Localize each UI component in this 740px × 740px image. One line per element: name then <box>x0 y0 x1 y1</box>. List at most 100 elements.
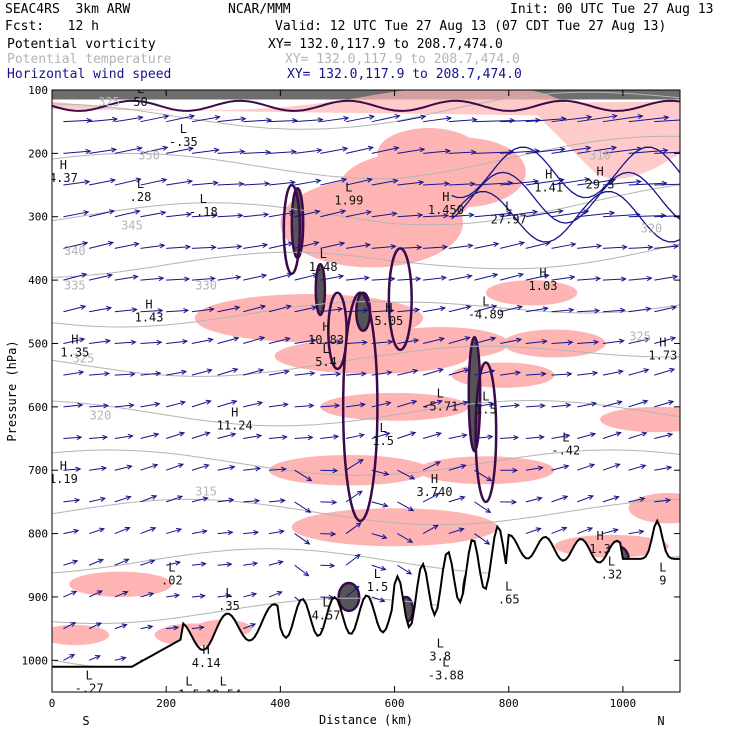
wind-vector <box>294 403 315 409</box>
wind-vector-head <box>283 369 290 375</box>
wind-vector-head <box>536 496 543 502</box>
wind-vector <box>602 528 619 535</box>
wind-vector-shaft <box>371 533 387 539</box>
wind-vector-shaft <box>602 148 642 154</box>
wind-vector <box>320 499 338 505</box>
wind-vector-shaft <box>140 625 153 630</box>
wind-vector-shaft <box>345 277 369 281</box>
wind-vector-shaft <box>654 337 676 344</box>
wind-vector-head <box>147 624 154 630</box>
y-tick-label: 300 <box>28 211 48 224</box>
wind-vector-shaft <box>474 533 490 545</box>
wind-vector <box>217 432 237 440</box>
extremum-value: -.35 <box>169 135 198 149</box>
wind-vector-head <box>514 402 521 409</box>
wind-vector-head <box>251 592 258 598</box>
wind-vector-shaft <box>114 243 139 249</box>
wind-vector-shaft <box>268 151 296 154</box>
wind-vector-shaft <box>628 338 650 344</box>
wind-vector-shaft <box>243 337 265 344</box>
wind-vector-head <box>439 306 447 312</box>
wind-vector-shaft <box>551 495 568 503</box>
wind-vector-head <box>358 433 365 439</box>
wind-vector-shaft <box>628 497 645 503</box>
wind-vector-shaft <box>63 211 89 218</box>
wind-vector-shaft <box>371 432 390 440</box>
wind-vector <box>166 307 190 314</box>
wind-vector <box>422 431 442 440</box>
wind-vector-shaft <box>577 341 599 344</box>
wind-vector-shaft <box>268 273 292 281</box>
wind-vector <box>63 654 76 661</box>
wind-vector-head <box>409 474 416 480</box>
wind-vector-shaft <box>88 274 113 281</box>
wind-vector <box>500 272 525 281</box>
wind-vector <box>397 212 424 218</box>
extremum-type: L <box>225 586 232 600</box>
wind-vector <box>114 209 141 218</box>
wind-vector-head <box>94 655 101 660</box>
valid-time: Valid: 12 UTC Tue 27 Aug 13 (07 CDT Tue … <box>275 19 667 34</box>
wind-vector-shaft <box>89 405 108 408</box>
wind-vector-head <box>380 565 387 571</box>
wind-vector <box>654 151 680 154</box>
wind-vector <box>448 336 471 344</box>
wind-vector <box>474 434 494 440</box>
wind-vector-shaft <box>191 626 204 630</box>
wind-vector-head <box>673 243 680 250</box>
field-theta-name: Potential temperature <box>7 52 172 67</box>
extremum-value: 4.14 <box>192 656 221 670</box>
wind-vector-shaft <box>422 432 442 440</box>
theta-label: 340 <box>64 244 86 258</box>
wind-vector-head <box>98 527 106 533</box>
wind-vector-head <box>515 337 523 343</box>
wind-vector-shaft <box>88 528 105 535</box>
wind-vector <box>63 272 88 281</box>
wind-vector-head <box>590 432 597 438</box>
wind-vector-shaft <box>217 118 246 123</box>
wind-vector-head <box>155 370 162 377</box>
wind-vector-shaft <box>166 495 183 503</box>
wind-vector-shaft <box>448 368 469 376</box>
wind-vector-head <box>643 368 650 374</box>
extremum-value: .02 <box>161 574 183 588</box>
wind-vector-head <box>493 241 500 248</box>
wind-vector <box>140 114 170 123</box>
extremum-value: 1.35 <box>60 345 89 359</box>
wind-vector-shaft <box>243 151 271 154</box>
wind-vector <box>602 369 624 376</box>
wind-vector-head <box>213 147 220 153</box>
wind-vector-shaft <box>191 595 205 598</box>
wind-vector-head <box>460 463 467 470</box>
wind-vector-head <box>303 570 310 577</box>
wind-vector-shaft <box>166 561 181 566</box>
wind-vector <box>371 400 392 408</box>
wind-vector <box>551 495 569 503</box>
wind-vector-shaft <box>474 119 515 123</box>
wind-vector-head <box>517 272 525 278</box>
wind-vector-shaft <box>140 372 161 376</box>
wind-vector-shaft <box>268 561 283 566</box>
wind-vector <box>448 463 467 471</box>
extremum-type: L <box>505 580 512 594</box>
wind-vector-shaft <box>140 433 159 440</box>
wind-vector-shaft <box>345 146 373 154</box>
wind-vector-head <box>414 307 421 313</box>
wind-vector-head <box>595 276 602 282</box>
wind-vector <box>191 529 208 535</box>
wind-vector-head <box>359 402 366 408</box>
wind-vector <box>397 469 416 480</box>
wind-vector-shaft <box>294 119 323 123</box>
wind-vector <box>551 209 590 218</box>
wind-vector-head <box>134 209 141 215</box>
wind-vector <box>217 305 241 313</box>
wind-vector-head <box>354 553 361 560</box>
pv-shading <box>485 280 578 306</box>
wind-vector <box>243 212 270 218</box>
wind-vector <box>268 369 290 376</box>
wind-vector <box>371 276 396 282</box>
wind-vector-shaft <box>294 436 313 440</box>
wind-vector <box>140 177 168 186</box>
wind-vector-head <box>433 493 440 498</box>
wind-vector-head <box>112 116 119 123</box>
